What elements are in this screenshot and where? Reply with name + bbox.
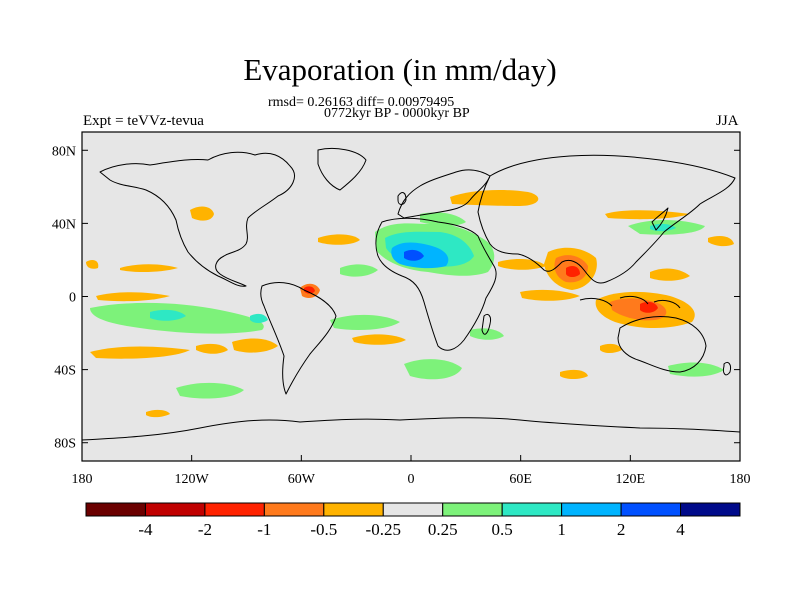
anomaly-patch [86, 260, 99, 269]
stats-label: rmsd= 0.26163 diff= 0.00979495 [268, 95, 455, 110]
period-label: 0772kyr BP - 0000kyr BP [324, 106, 470, 121]
colorbar-label: -4 [138, 520, 153, 539]
anomaly-patch [520, 289, 580, 301]
anomaly-patch [404, 249, 424, 261]
colorbar-swatch [263, 502, 325, 517]
anomaly-patch [318, 234, 360, 245]
colorbar-label: 2 [617, 520, 626, 539]
anomaly-patch [150, 309, 186, 321]
coastline-japan [651, 207, 669, 231]
coastline-south-america [260, 282, 337, 395]
anomaly-patch [352, 334, 406, 345]
coastline-australia [617, 315, 707, 373]
anomaly-patch [232, 338, 278, 353]
y-tick-label: 80S [54, 437, 76, 452]
anomaly-patch [146, 409, 170, 418]
y-tick-label: 0 [69, 291, 76, 306]
anomaly-patch [404, 359, 462, 380]
axis-ticks: 180 120W 60W 0 60E 120E 180 80N 40N 0 40S 80S [52, 144, 751, 487]
x-tick-label: 120E [616, 472, 646, 487]
coastline-north-america [99, 151, 295, 287]
colorbar-swatch [204, 502, 265, 517]
season-label: JJA [716, 113, 739, 129]
anomaly-layer [86, 189, 734, 418]
anomaly-patch [708, 236, 734, 247]
anomaly-patch [304, 286, 315, 294]
coastline-uk [397, 192, 407, 205]
coastline-madagascar [481, 313, 491, 335]
colorbar-swatch [382, 502, 444, 517]
experiment-label: Expt = teVVz-tevua [83, 113, 204, 129]
colorbar-label: 1 [557, 520, 566, 539]
anomaly-patch [470, 328, 504, 340]
colorbar-swatch [561, 502, 622, 517]
colorbar-label: -0.25 [366, 520, 401, 539]
x-tick-label: 60W [288, 472, 316, 487]
anomaly-patch [250, 313, 268, 323]
anomaly-patch [640, 301, 658, 313]
x-tick-label: 180 [72, 472, 93, 487]
map-title: Evaporation (in mm/day) [243, 52, 557, 87]
colorbar-swatch [501, 502, 563, 517]
anomaly-patch [650, 268, 690, 281]
colorbar-swatch [85, 502, 146, 517]
anomaly-patch [190, 206, 214, 221]
anomaly-patch [560, 369, 588, 379]
coastline-new-zealand [723, 361, 731, 376]
colorbar-label: -0.5 [310, 520, 337, 539]
anomaly-patch [120, 264, 178, 273]
anomaly-patch [420, 212, 466, 226]
x-tick-label: 60E [509, 472, 532, 487]
coastline-greenland [317, 147, 367, 191]
anomaly-patch [340, 264, 378, 277]
x-tick-label: 180 [730, 472, 751, 487]
coastline-asia [477, 154, 736, 284]
colorbar-swatch [680, 502, 741, 517]
colorbar-swatch [323, 502, 384, 517]
anomaly-patch [176, 382, 244, 399]
anomaly-patch [90, 346, 190, 359]
colorbar-label: 0.5 [492, 520, 513, 539]
coastline-antarctica [82, 417, 740, 441]
colorbar-swatch [442, 502, 503, 517]
anomaly-patch [600, 343, 622, 353]
anomaly-patch [566, 266, 580, 277]
anomaly-patch [330, 314, 400, 330]
colorbar-label: 0.25 [428, 520, 458, 539]
x-tick-label: 120W [175, 472, 210, 487]
anomaly-patch [196, 343, 228, 354]
coastline-indonesia [579, 295, 681, 309]
colorbar: -4 -2 -1 -0.5 -0.25 0.25 0.5 1 2 4 [85, 502, 741, 539]
colorbar-swatch [144, 502, 206, 517]
y-tick-label: 80N [52, 144, 76, 159]
colorbar-label: -1 [257, 520, 271, 539]
colorbar-label: -2 [198, 520, 212, 539]
colorbar-label: 4 [676, 520, 685, 539]
anomaly-patch [96, 292, 170, 302]
coastline-africa [375, 217, 497, 351]
y-tick-label: 40N [52, 217, 76, 232]
anomaly-patch [668, 362, 724, 377]
coastlines [82, 147, 740, 441]
x-tick-label: 0 [408, 472, 415, 487]
anomaly-patch [450, 189, 539, 206]
y-tick-label: 40S [54, 364, 76, 379]
colorbar-swatch [620, 502, 682, 517]
anomaly-patch [605, 210, 690, 220]
